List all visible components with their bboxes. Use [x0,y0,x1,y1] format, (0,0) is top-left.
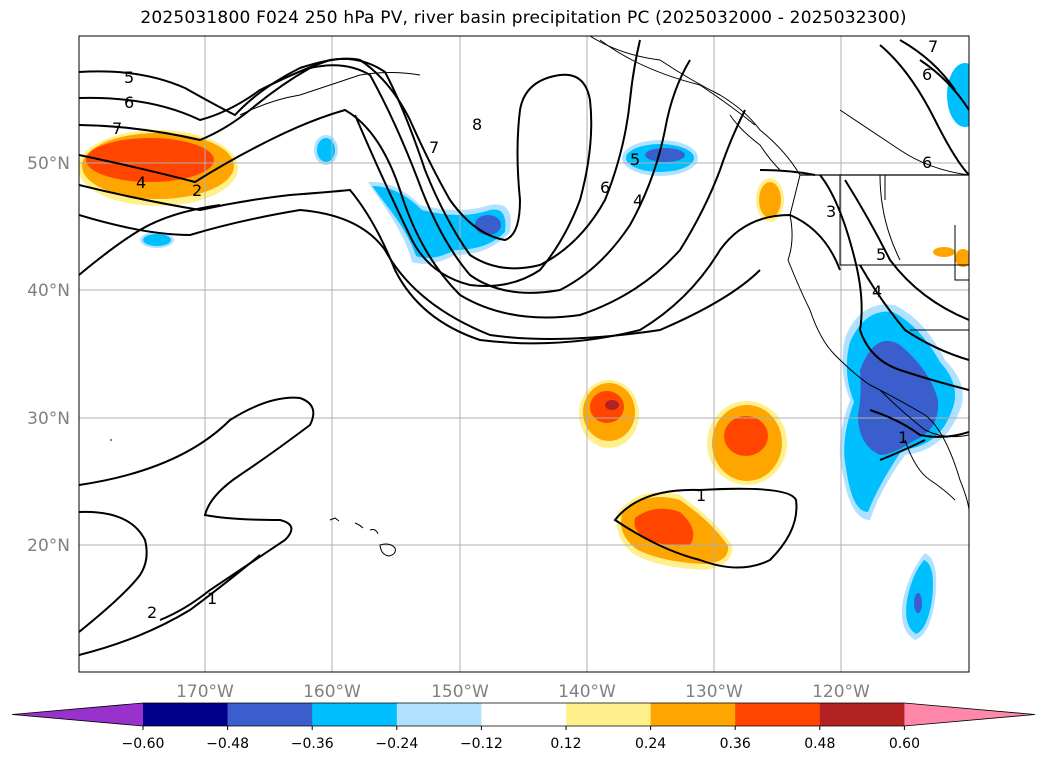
contour-label: 7 [112,119,122,138]
colorbar-segment [481,703,567,726]
contour-label: 6 [124,93,134,112]
contour-label: 4 [872,282,882,301]
contour-label: 7 [928,37,938,56]
pv-contours [79,39,969,656]
contour-label: 7 [429,138,439,157]
colorbar-segment [227,703,313,726]
contour-label: 2 [147,603,157,622]
plot-area [79,36,969,672]
colorbar-tick-label: −0.24 [375,736,418,752]
colorbar-segment [566,703,652,726]
colorbar: −0.60 −0.48 −0.36 −0.24 −0.12 0.12 0.24 0.36 0.4… [11,702,1036,752]
colorbar-segment [143,703,229,726]
contour-label: 4 [633,191,643,210]
lat-label: 20°N [27,536,70,556]
contour-label: 1 [898,428,908,447]
contour-label: 6 [922,65,932,84]
lon-label: 120°W [812,682,870,702]
colorbar-tick-label: 0.48 [804,736,835,752]
colorbar-tick-label: 0.60 [889,736,920,752]
contour-label: 3 [826,202,836,221]
colorbar-tick-label: 0.24 [635,736,666,752]
lat-label: 50°N [27,154,70,174]
colorbar-extend-min [12,703,143,726]
contour-label: 1 [207,589,217,608]
map-title: 2025031800 F024 250 hPa PV, river basin … [140,8,907,28]
plot-frame [78,35,970,673]
colorbar-segment [650,703,736,726]
colorbar-tick-label: −0.36 [291,736,334,752]
longitude-labels: 170°W 160°W 150°W 140°W 130°W 120°W [176,682,870,702]
colorbar-segment [735,703,821,726]
lat-label: 40°N [27,281,70,301]
lat-label: 30°N [27,409,70,429]
colorbar-segment [819,703,905,726]
colorbar-tick-label: −0.48 [206,736,249,752]
contour-label: 8 [472,115,482,134]
colorbar-segment [312,703,398,726]
contour-labels: 5 6 7 4 2 7 8 6 5 4 3 5 6 7 6 4 1 1 2 1 [112,37,938,622]
contour-label: 5 [630,150,640,169]
colorbar-tick-label: −0.60 [122,736,165,752]
contour-label: 5 [124,68,134,87]
coastlines [110,36,969,557]
lon-label: 150°W [431,682,489,702]
contour-label: 4 [136,173,146,192]
latitude-labels: 50°N 40°N 30°N 20°N [27,154,70,556]
colorbar-tick-label: 0.12 [550,736,581,752]
colorbar-tick-label: −0.12 [460,736,503,752]
contour-label: 5 [876,245,886,264]
contour-label: 1 [696,486,706,505]
contour-label: 2 [192,181,202,200]
lon-label: 130°W [685,682,743,702]
colorbar-extend-max [904,703,1035,726]
contour-label: 6 [600,178,610,197]
colorbar-segment [396,703,482,726]
colorbar-tick-label: 0.36 [720,736,751,752]
lon-label: 140°W [558,682,616,702]
lon-label: 160°W [303,682,361,702]
lon-label: 170°W [176,682,234,702]
contour-label: 6 [922,153,932,172]
